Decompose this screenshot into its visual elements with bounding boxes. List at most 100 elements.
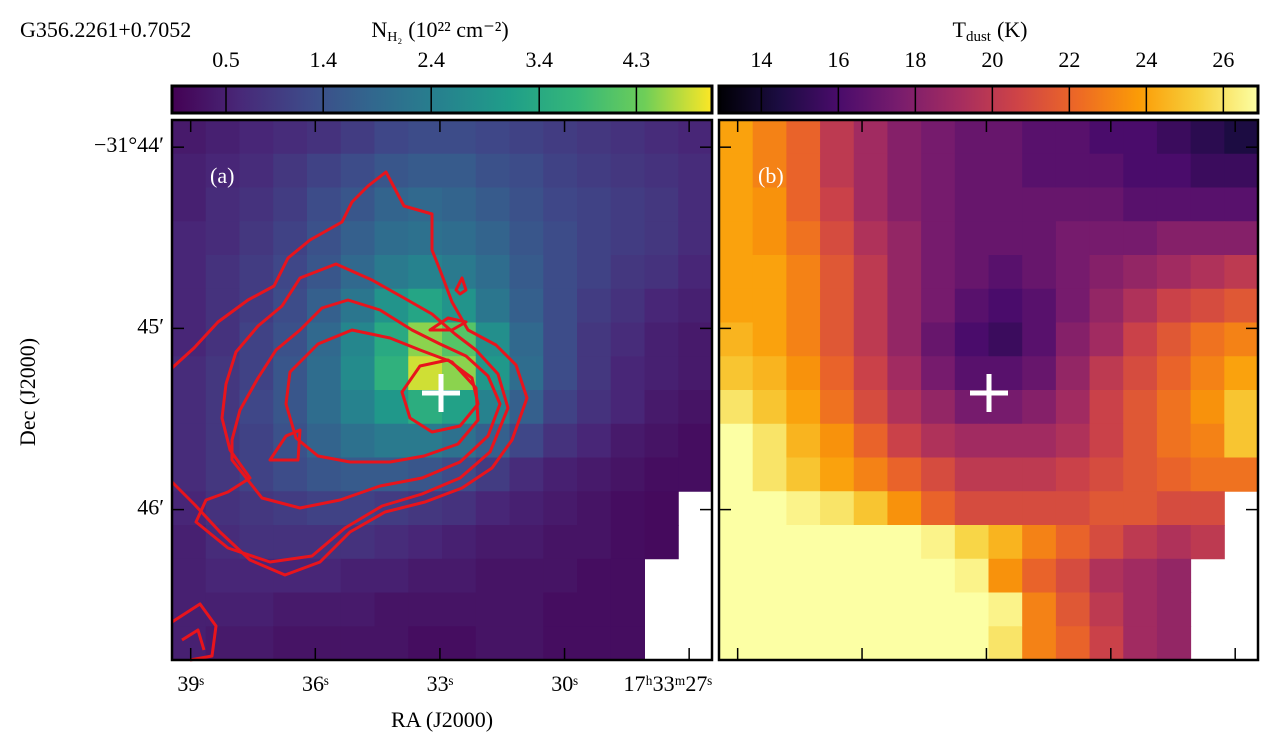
heatmap-cell: [921, 592, 956, 627]
heatmap-cell: [1123, 457, 1158, 492]
colorbar: [717, 84, 1260, 115]
heatmap-cell: [752, 153, 787, 188]
contour: [454, 276, 468, 296]
heatmap-cell: [172, 423, 207, 458]
heatmap-cell: [752, 423, 787, 458]
heatmap-cell: [786, 592, 821, 627]
heatmap-cell: [678, 322, 713, 357]
heatmap-cell: [340, 120, 375, 155]
heatmap-cell: [577, 322, 612, 357]
heatmap-cell: [172, 187, 207, 222]
heatmap-cell: [543, 457, 578, 492]
heatmap-cell: [820, 525, 855, 560]
heatmap-cell: [239, 491, 274, 526]
heatmap-cell: [1190, 356, 1225, 391]
heatmap-cell: [307, 390, 342, 425]
heatmap-cell: [408, 457, 443, 492]
x-tick-label: 17ʰ33ᵐ27ˢ: [624, 671, 713, 696]
heatmap-cell: [610, 187, 645, 222]
heatmap-cell: [1022, 288, 1057, 323]
heatmap-cell: [1123, 626, 1158, 661]
heatmap-cell: [610, 525, 645, 560]
heatmap-cell: [644, 423, 679, 458]
heatmap-cell: [954, 626, 989, 661]
heatmap-cell: [273, 592, 308, 627]
heatmap-cell: [1224, 221, 1259, 256]
contour: [400, 358, 480, 434]
heatmap-cell: [1022, 120, 1057, 155]
heatmap-cell: [678, 288, 713, 323]
heatmap-cell: [921, 322, 956, 357]
heatmap-cell: [887, 221, 922, 256]
heatmap-cell: [1123, 356, 1158, 391]
heatmap-cell: [954, 423, 989, 458]
heatmap-cell: [475, 255, 510, 290]
heatmap-cell: [374, 626, 409, 661]
heatmap-cell: [678, 457, 713, 492]
heatmap-cell: [577, 356, 612, 391]
heatmap-cell: [408, 558, 443, 593]
heatmap-cell: [1055, 592, 1091, 627]
heatmap-cell: [239, 120, 274, 155]
heatmap-cell: [988, 120, 1023, 155]
heatmap-cell: [954, 491, 989, 526]
heatmap-cell: [752, 558, 787, 593]
heatmap-cell: [340, 558, 375, 593]
heatmap-cell: [374, 120, 409, 155]
heatmap-cell: [1156, 221, 1192, 256]
heatmap-cell: [509, 592, 544, 627]
heatmap-cell: [786, 558, 821, 593]
heatmap-cell: [644, 221, 679, 256]
heatmap-cell: [786, 255, 821, 290]
x-tick-label: 36ˢ: [302, 671, 329, 696]
heatmap-cell: [954, 153, 989, 188]
colorbar-tick-label: 14: [750, 47, 772, 72]
heatmap-cell: [442, 390, 477, 425]
heatmap-cell: [719, 356, 754, 391]
heatmap-cell: [786, 491, 821, 526]
heatmap-cell: [509, 221, 544, 256]
x-tick-label: 39ˢ: [177, 671, 204, 696]
heatmap-cell: [543, 255, 578, 290]
heatmap-cell: [610, 558, 645, 593]
heatmap-cell: [509, 288, 544, 323]
heatmap-cell: [577, 626, 612, 661]
heatmap-cell: [1089, 525, 1124, 560]
heatmap-cell: [577, 390, 612, 425]
heatmap-cell: [273, 153, 308, 188]
heatmap-cell: [1022, 255, 1057, 290]
heatmap-cell: [442, 525, 477, 560]
heatmap-cell: [678, 221, 713, 256]
heatmap-cell: [853, 356, 888, 391]
y-tick-label: 46′: [137, 495, 164, 520]
heatmap-cell: [954, 221, 989, 256]
heatmap-cell: [205, 592, 240, 627]
heatmap-cell: [644, 457, 679, 492]
heatmap-cell: [374, 423, 409, 458]
heatmap-cell: [820, 255, 855, 290]
heatmap-cell: [820, 491, 855, 526]
heatmap-cell: [273, 457, 308, 492]
heatmap-cell: [719, 255, 754, 290]
heatmap-cell: [307, 626, 342, 661]
heatmap-cell: [887, 525, 922, 560]
heatmap-cell: [408, 221, 443, 256]
heatmap-cell: [1089, 288, 1124, 323]
heatmap-cell: [954, 390, 989, 425]
heatmap-cell: [988, 626, 1023, 661]
heatmap-cell: [1055, 221, 1091, 256]
contour: [170, 170, 529, 577]
heatmap-cell: [543, 558, 578, 593]
heatmap-cell: [921, 221, 956, 256]
heatmap-cell: [1156, 626, 1192, 661]
heatmap-cell: [752, 187, 787, 222]
heatmap-cell: [543, 153, 578, 188]
heatmap-cell: [610, 221, 645, 256]
heatmap-cell: [543, 423, 578, 458]
heatmap-cell: [988, 322, 1023, 357]
heatmap-cell: [678, 153, 713, 188]
heatmap-cell: [374, 356, 409, 391]
heatmap-cell: [374, 221, 409, 256]
colorbar-label: NH₂ (10²² cm⁻²): [371, 17, 508, 45]
heatmap-cell: [921, 457, 956, 492]
